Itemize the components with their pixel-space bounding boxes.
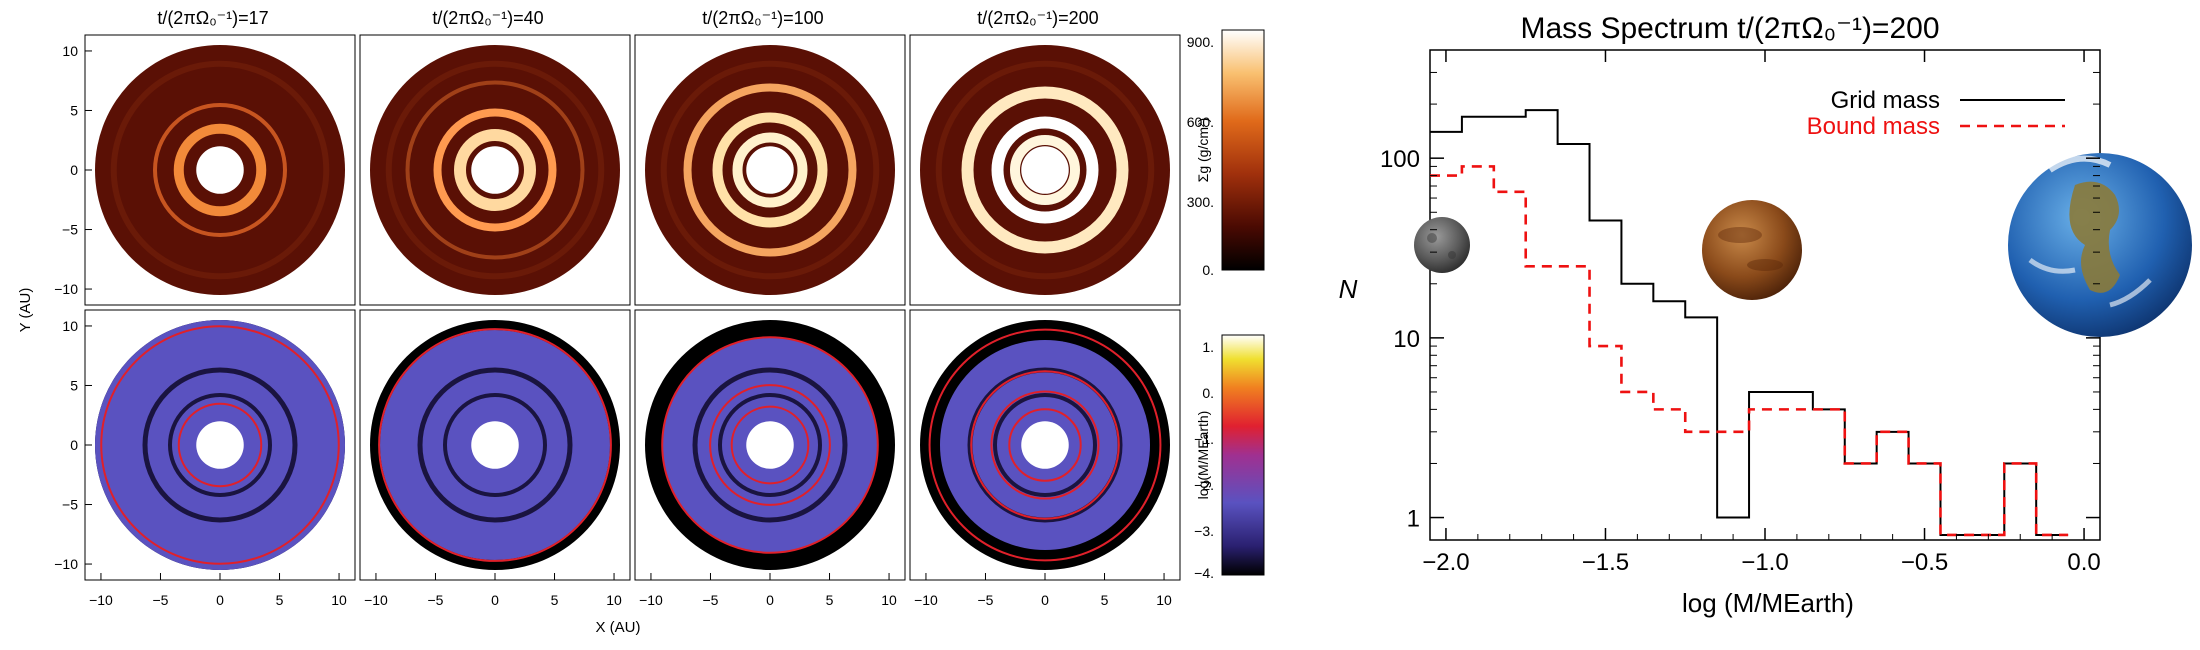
panel-y-tick-label: −10 bbox=[54, 281, 78, 297]
panel-y-tick-label: −10 bbox=[54, 556, 78, 572]
chart-x-tick-label: −0.5 bbox=[1901, 549, 1948, 576]
histogram-axes: −2.0 −1.5 −1.0 −0.5 0.0 1 10 100 bbox=[1380, 49, 2101, 576]
panel-x-tick-label: 10 bbox=[606, 592, 622, 608]
legend-label-grid-mass: Grid mass bbox=[1831, 87, 1940, 114]
disk-panel-mass-4 bbox=[909, 309, 1181, 581]
chart-x-tick-label: −2.0 bbox=[1422, 549, 1469, 576]
histogram-series bbox=[1430, 109, 2069, 537]
panel-axes: −10 −5 0 5 10 −10 −5 0 5 10 −10 −5 0 5 10 −10 −5 0 5 10 −10 −… bbox=[54, 43, 1172, 608]
mass-colorbar-gradient bbox=[1221, 334, 1265, 576]
top-colorbar-label: Σg (g/cm²) bbox=[1195, 118, 1211, 183]
panel-y-tick-label: −5 bbox=[62, 497, 78, 513]
moon-icon bbox=[1414, 217, 1470, 273]
panel-x-tick-label: −5 bbox=[427, 592, 443, 608]
panel-x-tick-label: 5 bbox=[551, 592, 559, 608]
panel-y-tick-label: −5 bbox=[62, 222, 78, 238]
panel-x-tick-label: −10 bbox=[89, 592, 113, 608]
panel-title-2: t/(2πΩ₀⁻¹)=40 bbox=[432, 8, 543, 28]
panel-y-tick-label: 0 bbox=[70, 162, 78, 178]
chart-x-tick-label: −1.0 bbox=[1741, 549, 1788, 576]
disk-panels bbox=[84, 34, 1181, 581]
mass-colorbar: 1. 0. −1. −2. −3. −4. log(M/MEarth) bbox=[1194, 334, 1265, 581]
chart-title: Mass Spectrum t/(2πΩ₀⁻¹)=200 bbox=[1520, 12, 1939, 45]
bottom-colorbar-label: log(M/MEarth) bbox=[1195, 411, 1211, 500]
bottom-colorbar-tick-m4: −4. bbox=[1194, 565, 1214, 581]
histogram-series-grid-mass bbox=[1430, 109, 2069, 536]
mass-spectrum-chart: Mass Spectrum t/(2πΩ₀⁻¹)=200 − bbox=[1339, 12, 2192, 618]
legend-label-bound-mass: Bound mass bbox=[1807, 113, 1940, 140]
histogram-series-bound-mass bbox=[1430, 165, 2069, 537]
earth-icon bbox=[2008, 153, 2192, 337]
chart-x-tick-label: −1.5 bbox=[1582, 549, 1629, 576]
disk-panel-density-1 bbox=[84, 34, 356, 306]
mars-icon bbox=[1702, 200, 1802, 300]
top-colorbar-tick-900: 900. bbox=[1187, 34, 1214, 50]
disk-panel-mass-3 bbox=[634, 309, 906, 581]
panel-y-tick-label: 10 bbox=[62, 318, 78, 334]
disk-panel-density-3 bbox=[634, 34, 906, 306]
disk-panel-mass-1 bbox=[84, 309, 356, 581]
panel-x-tick-label: −10 bbox=[639, 592, 663, 608]
chart-x-axis-label: log (M/MEarth) bbox=[1682, 588, 1854, 618]
top-colorbar-tick-600: 600. bbox=[1187, 114, 1214, 130]
panel-x-tick-label: 10 bbox=[331, 592, 347, 608]
chart-y-axis-label: N bbox=[1339, 274, 1358, 304]
panel-y-tick-label: 5 bbox=[70, 102, 78, 118]
panel-x-tick-label: −10 bbox=[914, 592, 938, 608]
panel-x-tick-label: 0 bbox=[1041, 592, 1049, 608]
panel-x-tick-label: 0 bbox=[491, 592, 499, 608]
panel-x-tick-label: 5 bbox=[826, 592, 834, 608]
panel-y-tick-label: 0 bbox=[70, 437, 78, 453]
panel-x-tick-label: 5 bbox=[1101, 592, 1109, 608]
panel-x-tick-label: 5 bbox=[276, 592, 284, 608]
panel-x-tick-label: 0 bbox=[766, 592, 774, 608]
bottom-colorbar-tick-1: 1. bbox=[1202, 339, 1214, 355]
chart-y-tick-label: 1 bbox=[1407, 506, 1420, 533]
panels-y-axis-label: Y (AU) bbox=[17, 288, 34, 333]
chart-y-tick-label: 10 bbox=[1393, 326, 1420, 353]
bottom-colorbar-tick-0: 0. bbox=[1202, 385, 1214, 401]
surface-density-colorbar: 900. 600. 300. 0. Σg (g/cm²) bbox=[1187, 29, 1265, 278]
panel-titles: t/(2πΩ₀⁻¹)=17 t/(2πΩ₀⁻¹)=40 t/(2πΩ₀⁻¹)=1… bbox=[157, 8, 1098, 28]
panel-x-tick-label: 10 bbox=[881, 592, 897, 608]
panel-y-tick-label: 5 bbox=[70, 377, 78, 393]
chart-x-tick-label: 0.0 bbox=[2067, 549, 2100, 576]
top-colorbar-tick-300: 300. bbox=[1187, 194, 1214, 210]
disk-panel-mass-2 bbox=[359, 309, 631, 581]
panel-x-tick-label: 10 bbox=[1156, 592, 1172, 608]
disk-panel-density-2 bbox=[359, 34, 631, 306]
panel-x-tick-label: −5 bbox=[702, 592, 718, 608]
disk-panel-density-4 bbox=[909, 34, 1181, 306]
panel-x-tick-label: −5 bbox=[152, 592, 168, 608]
surface-density-colorbar-gradient bbox=[1221, 29, 1265, 271]
panel-title-4: t/(2πΩ₀⁻¹)=200 bbox=[977, 8, 1098, 28]
bottom-colorbar-tick-m1: −1. bbox=[1194, 431, 1214, 447]
bottom-colorbar-tick-m2: −2. bbox=[1194, 477, 1214, 493]
chart-legend: Grid mass Bound mass bbox=[1807, 87, 2065, 140]
bottom-colorbar-tick-m3: −3. bbox=[1194, 523, 1214, 539]
panel-x-tick-label: 0 bbox=[216, 592, 224, 608]
panel-title-1: t/(2πΩ₀⁻¹)=17 bbox=[157, 8, 268, 28]
panel-x-tick-label: −5 bbox=[977, 592, 993, 608]
top-colorbar-tick-0: 0. bbox=[1202, 262, 1214, 278]
panel-y-tick-label: 10 bbox=[62, 43, 78, 59]
panels-x-axis-label: X (AU) bbox=[596, 619, 641, 636]
chart-y-tick-label: 100 bbox=[1380, 146, 1420, 173]
panel-title-3: t/(2πΩ₀⁻¹)=100 bbox=[702, 8, 823, 28]
panel-x-tick-label: −10 bbox=[364, 592, 388, 608]
